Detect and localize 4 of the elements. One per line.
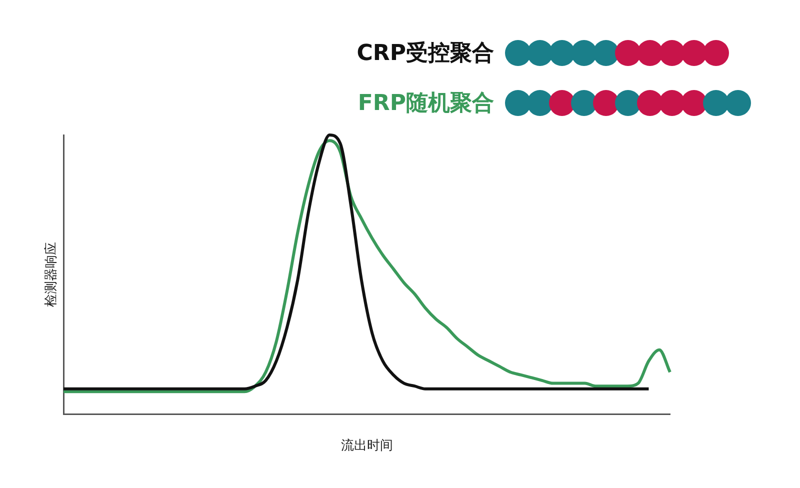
series-label: FRP随机聚合 (356, 90, 494, 118)
y-axis-title: 检测器响应 (43, 242, 60, 307)
text: CRP受控聚合 (356, 40, 494, 68)
x-axis-title: 流出时间 (340, 438, 393, 454)
